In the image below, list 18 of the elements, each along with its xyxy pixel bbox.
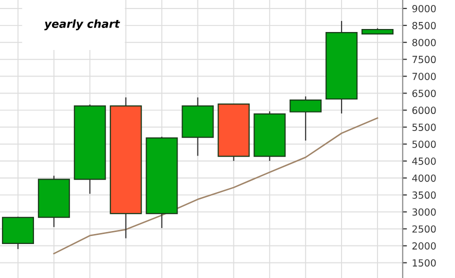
y-tick-label: 6000: [412, 106, 436, 114]
y-tick-label: 7000: [412, 72, 436, 80]
y-tick-label: 5000: [412, 140, 436, 148]
y-tick-label: 1500: [412, 259, 436, 267]
y-tick-label: 6500: [412, 90, 436, 98]
y-tick-label: 8000: [412, 38, 436, 46]
y-tick-label: 9000: [412, 4, 436, 12]
y-tick-label: 2000: [412, 242, 436, 250]
y-tick-label: 4000: [412, 174, 436, 182]
y-tick-label: 4500: [412, 158, 436, 165]
y-tick-label: 3000: [412, 208, 436, 216]
text: yearly chart: [44, 19, 120, 30]
y-tick-label: 3500: [412, 191, 436, 199]
y-tick-label: 5500: [412, 124, 436, 131]
y-tick-label: 7500: [412, 56, 436, 64]
line-series: [53, 117, 378, 254]
y-tick-label: 2500: [412, 225, 436, 233]
y-tick-label: 8500: [412, 22, 436, 30]
